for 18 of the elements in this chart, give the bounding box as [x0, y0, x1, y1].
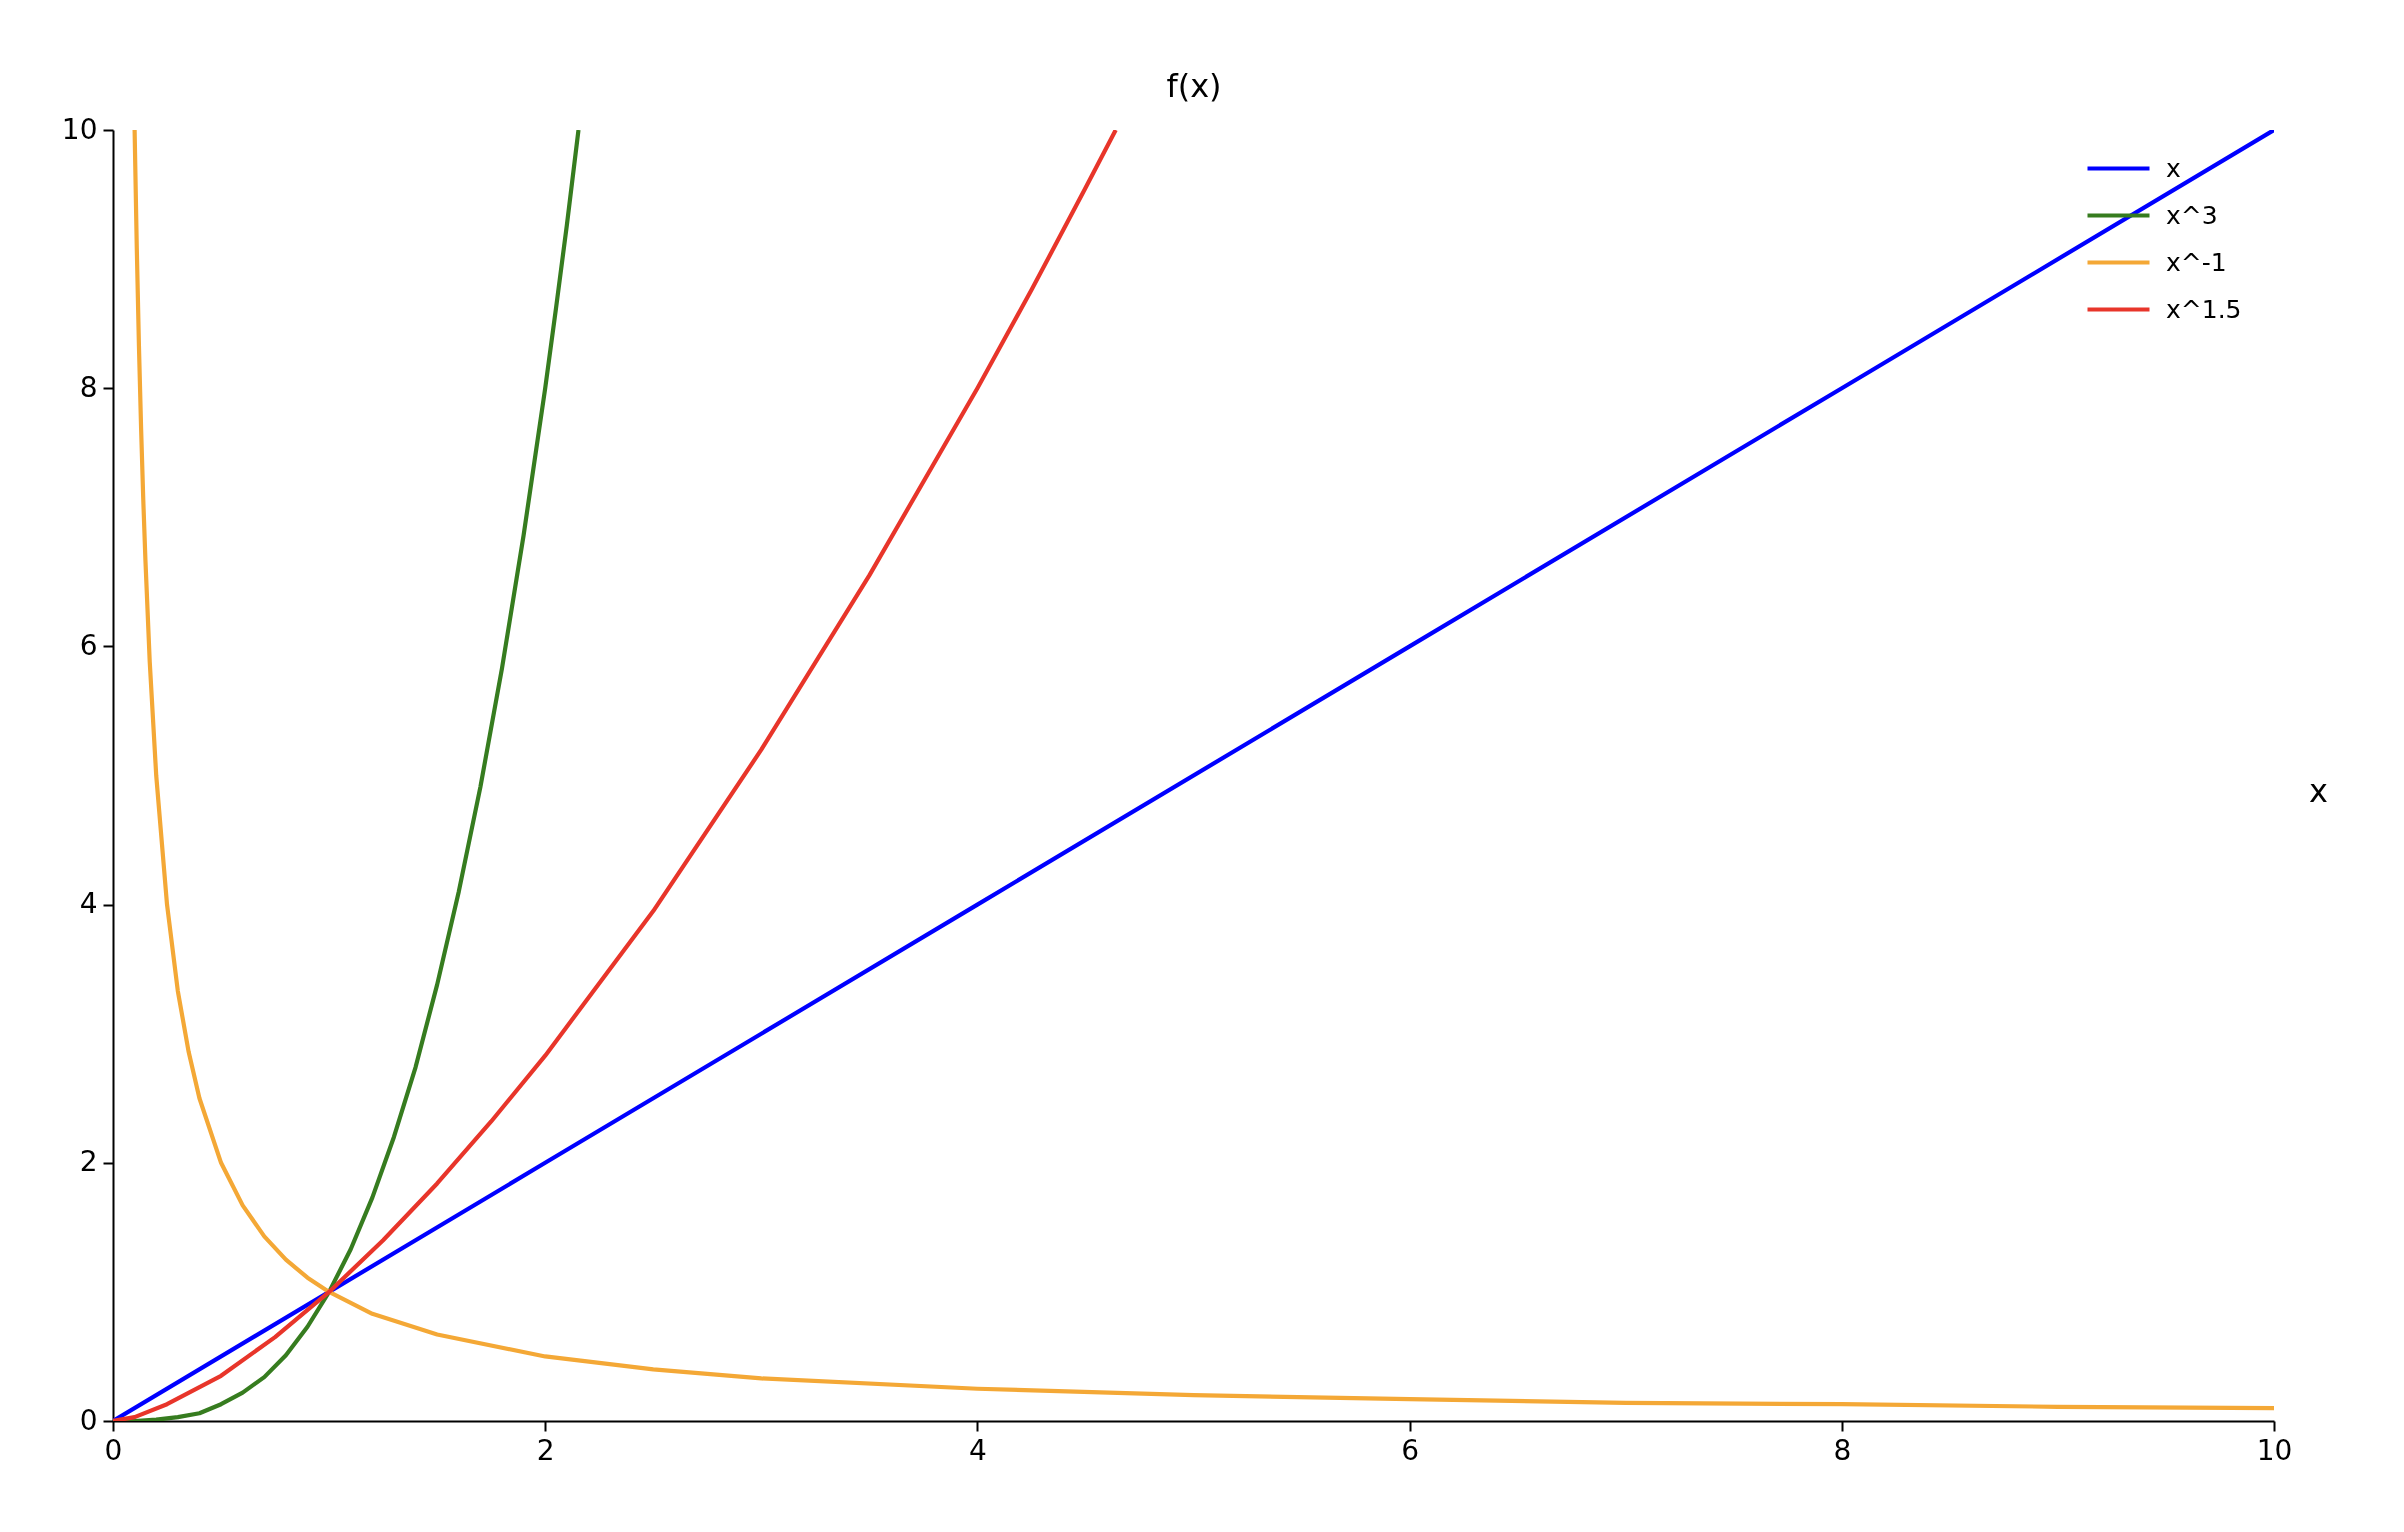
x-axis-title: x	[2309, 771, 2328, 810]
y-tick-label: 2	[79, 1145, 98, 1179]
legend-label: x^1.5	[2166, 294, 2242, 324]
y-axis-title: f(x)	[1166, 66, 1222, 105]
y-tick-label: 10	[61, 112, 98, 146]
y-tick-label: 4	[79, 887, 98, 921]
legend-label: x^3	[2166, 200, 2218, 230]
legend-label: x^-1	[2166, 247, 2227, 277]
x-tick-label: 2	[536, 1433, 555, 1467]
legend-label: x	[2166, 153, 2181, 183]
y-tick-label: 0	[79, 1403, 98, 1437]
x-tick-label: 6	[1401, 1433, 1420, 1467]
x-tick-label: 10	[2256, 1433, 2293, 1467]
x-tick-label: 4	[968, 1433, 987, 1467]
x-tick-label: 0	[104, 1433, 123, 1467]
x-tick-label: 8	[1833, 1433, 1852, 1467]
y-tick-label: 8	[79, 370, 98, 404]
y-tick-label: 6	[79, 628, 98, 662]
